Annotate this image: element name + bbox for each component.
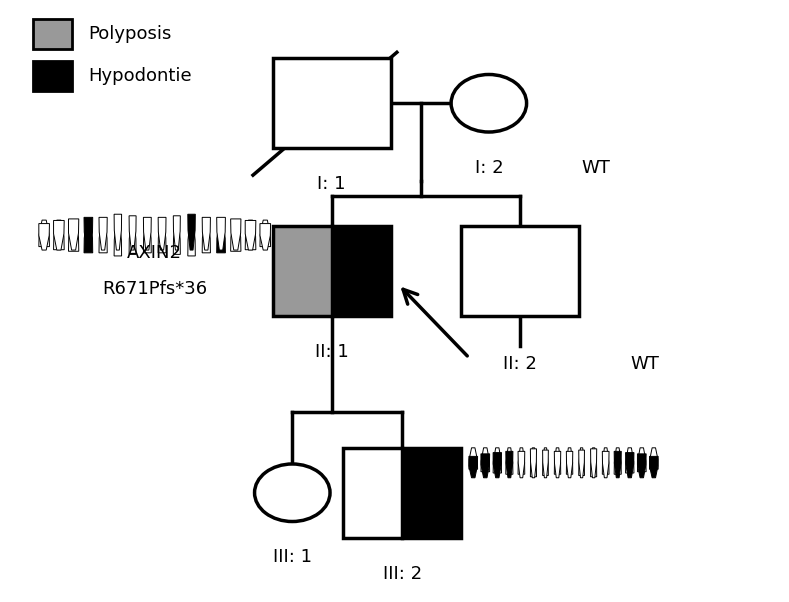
Text: WT: WT [581,159,611,177]
Text: I: 1: I: 1 [317,175,346,193]
Polygon shape [217,217,226,250]
Polygon shape [614,452,621,478]
Polygon shape [506,452,513,478]
Polygon shape [174,216,181,250]
Polygon shape [188,220,196,256]
Polygon shape [174,220,181,255]
Polygon shape [638,454,646,478]
Polygon shape [114,214,122,250]
Polygon shape [54,220,64,250]
Polygon shape [129,220,136,255]
Polygon shape [39,223,50,250]
Bar [331,226,391,316]
Text: II: 2: II: 2 [503,355,537,373]
Bar [33,61,72,92]
Polygon shape [202,220,211,253]
Polygon shape [245,220,256,250]
Polygon shape [202,217,211,250]
Polygon shape [543,450,548,478]
Ellipse shape [451,75,526,132]
Polygon shape [481,454,490,478]
Polygon shape [602,452,609,478]
Polygon shape [626,453,634,478]
Polygon shape [649,448,658,469]
Bar [273,58,391,148]
Polygon shape [530,449,537,478]
Polygon shape [518,448,525,474]
Polygon shape [638,448,646,472]
Polygon shape [114,220,122,256]
Polygon shape [99,220,107,253]
Bar [462,226,579,316]
Bar [343,448,462,538]
Bar [33,19,72,49]
Polygon shape [129,216,136,250]
Polygon shape [555,452,561,478]
Polygon shape [530,448,537,477]
Bar [402,448,462,538]
Polygon shape [591,448,596,477]
Bar [273,226,331,316]
Polygon shape [493,448,502,473]
Polygon shape [518,452,525,478]
Polygon shape [469,456,477,478]
Polygon shape [144,217,151,250]
Polygon shape [493,453,502,478]
Polygon shape [84,217,93,250]
Polygon shape [602,448,609,474]
Polygon shape [506,448,513,474]
Polygon shape [158,220,166,253]
Text: R671Pfs*36: R671Pfs*36 [102,280,208,298]
Polygon shape [99,217,107,250]
Polygon shape [260,223,271,250]
Polygon shape [84,220,93,253]
Text: III: 2: III: 2 [383,565,422,583]
Polygon shape [230,219,241,250]
Text: I: 2: I: 2 [474,159,503,177]
Text: II: 1: II: 1 [315,343,349,361]
Polygon shape [626,448,634,473]
Polygon shape [481,448,490,472]
Polygon shape [579,448,585,476]
Polygon shape [188,214,196,250]
Polygon shape [245,220,256,250]
Polygon shape [260,220,271,247]
Polygon shape [39,220,50,247]
Text: Polyposis: Polyposis [88,25,171,43]
Polygon shape [579,450,585,478]
Polygon shape [158,217,166,250]
Polygon shape [649,456,658,478]
Ellipse shape [255,464,330,521]
Polygon shape [543,448,548,476]
Polygon shape [567,448,573,474]
Polygon shape [144,220,151,253]
Polygon shape [555,448,561,474]
Bar [343,448,402,538]
Polygon shape [469,448,477,469]
Text: III: 1: III: 1 [273,548,312,566]
Text: WT: WT [630,355,660,373]
Text: Hypodontie: Hypodontie [88,67,192,85]
Text: AXIN2: AXIN2 [127,244,182,262]
Polygon shape [614,448,621,474]
Polygon shape [217,220,226,253]
Polygon shape [69,219,79,250]
Polygon shape [230,220,241,251]
Polygon shape [54,220,64,250]
Polygon shape [567,452,573,478]
Polygon shape [69,220,79,251]
Polygon shape [591,449,596,478]
Bar [273,226,391,316]
